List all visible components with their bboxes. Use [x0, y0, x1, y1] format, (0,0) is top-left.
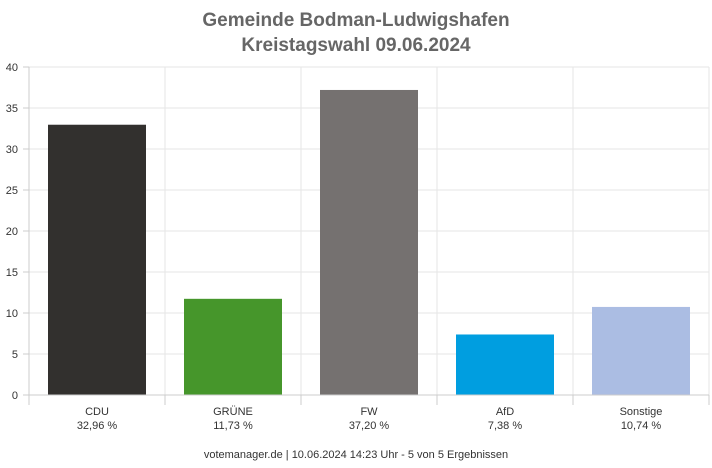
y-tick-label: 30 [6, 144, 18, 156]
x-category-label: Sonstige [620, 406, 663, 418]
y-tick-label: 15 [6, 267, 18, 279]
bar-cdu [48, 124, 146, 395]
chart-title: Gemeinde Bodman-Ludwigshafen [202, 10, 510, 31]
y-tick-label: 20 [6, 226, 18, 238]
bar-fw [320, 89, 418, 396]
labels: 0 5 10 15 20 25 30 35 40 CDU 32,96 % GRÜNE 11,73 % FW… [6, 62, 663, 432]
y-tick-label: 40 [6, 62, 18, 74]
bar-gr-ne [184, 298, 282, 395]
x-category-label: GRÜNE [213, 406, 253, 418]
x-percentage-label: 7,38 % [488, 420, 522, 432]
x-category-label: FW [360, 406, 378, 418]
x-percentage-label: 37,20 % [349, 420, 390, 432]
y-tick-label: 10 [6, 308, 18, 320]
x-percentage-label: 11,73 % [213, 420, 253, 432]
y-tick-label: 25 [6, 185, 18, 197]
y-tick-label: 5 [12, 349, 18, 361]
x-percentage-label: 32,96 % [77, 420, 118, 432]
bar-sonstige [592, 306, 690, 395]
chart-subtitle: Kreistagswahl 09.06.2024 [241, 35, 471, 56]
axes [23, 66, 710, 405]
bars [48, 89, 690, 396]
x-percentage-label: 10,74 % [621, 420, 662, 432]
y-tick-label: 35 [6, 103, 18, 115]
x-category-label: CDU [85, 406, 109, 418]
bar-afd [456, 334, 554, 395]
footer-source-note: votemanager.de | 10.06.2024 14:23 Uhr - … [203, 449, 509, 461]
y-tick-label: 0 [12, 390, 18, 402]
x-category-label: AfD [496, 406, 514, 418]
